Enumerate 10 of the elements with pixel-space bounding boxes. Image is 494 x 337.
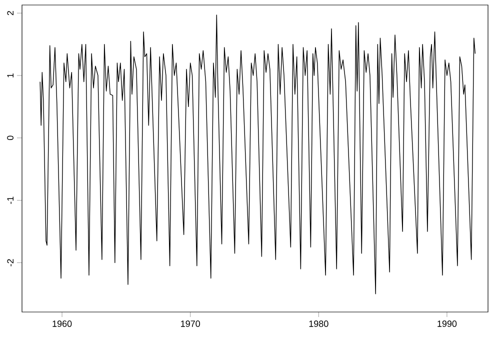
y-tick-label: 2 — [7, 11, 14, 16]
x-tick-label: 1970 — [181, 320, 200, 327]
y-tick-label: 1 — [7, 73, 14, 78]
x-tick-label: 1980 — [309, 320, 328, 327]
y-tick-label: -1 — [7, 196, 14, 204]
y-tick-label: -2 — [7, 259, 14, 266]
x-tick-label: 1990 — [438, 320, 457, 327]
y-tick-label: 0 — [7, 136, 14, 140]
line-series — [40, 14, 476, 294]
x-tick-label: 1960 — [52, 320, 72, 327]
